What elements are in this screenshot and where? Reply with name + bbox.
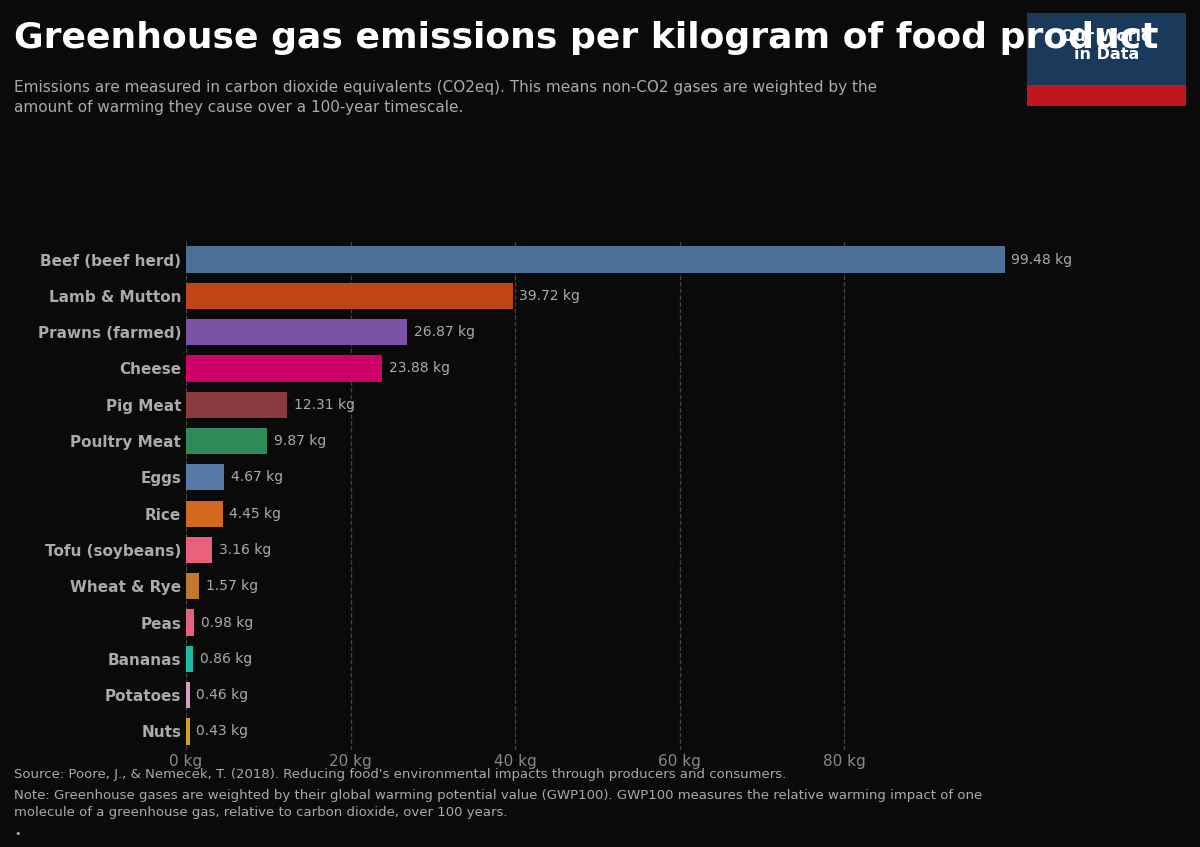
Text: Greenhouse gas emissions per kilogram of food product: Greenhouse gas emissions per kilogram of… (14, 21, 1159, 55)
Text: 99.48 kg: 99.48 kg (1012, 252, 1073, 267)
Text: 26.87 kg: 26.87 kg (414, 325, 475, 339)
Text: 0.46 kg: 0.46 kg (197, 688, 248, 702)
Text: 12.31 kg: 12.31 kg (294, 398, 355, 412)
Text: 3.16 kg: 3.16 kg (218, 543, 271, 557)
Text: 0.98 kg: 0.98 kg (200, 616, 253, 629)
Bar (186, 319, 407, 346)
Bar (1027, 86, 1186, 106)
Bar (186, 645, 193, 672)
Bar (186, 573, 199, 600)
Bar (186, 428, 268, 454)
Bar (186, 356, 383, 381)
Bar (186, 246, 1004, 273)
Bar (186, 464, 224, 490)
Text: 39.72 kg: 39.72 kg (520, 289, 581, 303)
Bar (186, 501, 223, 527)
Text: 1.57 kg: 1.57 kg (205, 579, 258, 593)
Text: 0.86 kg: 0.86 kg (199, 652, 252, 666)
Text: Note: Greenhouse gases are weighted by their global warming potential value (GWP: Note: Greenhouse gases are weighted by t… (14, 789, 983, 819)
Bar (186, 391, 287, 418)
Text: Emissions are measured in carbon dioxide equivalents (CO2eq). This means non-CO2: Emissions are measured in carbon dioxide… (14, 80, 877, 115)
Text: 0.43 kg: 0.43 kg (196, 724, 248, 739)
Bar (186, 537, 212, 563)
Bar (186, 283, 512, 309)
Text: 4.67 kg: 4.67 kg (232, 470, 283, 484)
Text: 4.45 kg: 4.45 kg (229, 507, 281, 521)
Text: •: • (14, 828, 20, 839)
Bar (186, 610, 194, 635)
Text: Source: Poore, J., & Nemecek, T. (2018). Reducing food's environmental impacts t: Source: Poore, J., & Nemecek, T. (2018).… (14, 768, 787, 781)
Bar (186, 718, 190, 745)
Text: Our World
in Data: Our World in Data (1061, 29, 1152, 62)
Text: 9.87 kg: 9.87 kg (274, 434, 326, 448)
Bar (186, 682, 190, 708)
Text: 23.88 kg: 23.88 kg (389, 362, 450, 375)
